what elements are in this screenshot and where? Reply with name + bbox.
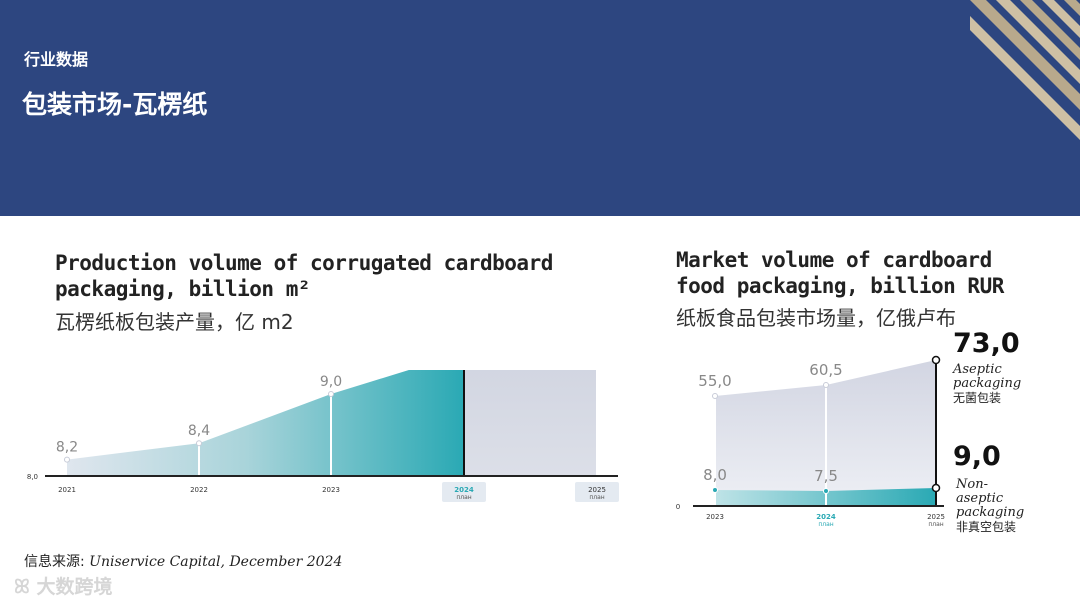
decorative-stripes — [970, 0, 1080, 140]
aseptic-value-label: 60,5 — [809, 361, 842, 379]
x-tick-sublabel: план — [456, 494, 471, 501]
left-chart-title-line1: Production volume of corrugated cardboar… — [55, 251, 553, 275]
non-aseptic-legend-cn: 非真空包装 — [956, 520, 1017, 534]
value-label: 8,4 — [188, 423, 210, 439]
x-tick-sublabel: план — [818, 521, 833, 528]
x-tick-label: 2022 — [190, 486, 208, 494]
right-chart-title-line2: food packaging, billion RUR — [676, 274, 1004, 298]
page-title: 包装市场-瓦楞纸 — [22, 90, 208, 119]
header-banner — [0, 0, 1080, 216]
right-chart-title-line1: Market volume of cardboard — [676, 248, 992, 272]
y-base-label: 8,0 — [27, 473, 38, 481]
non-aseptic-legend: Non- aseptic packaging 非真空包装 — [956, 477, 1025, 535]
aseptic-value-label: 55,0 — [698, 372, 731, 390]
source-note: 信息来源: Uniservice Capital, December 2024 — [24, 551, 342, 571]
aseptic-point — [712, 393, 718, 399]
aseptic-end-point — [931, 355, 941, 365]
y-base-label: 0 — [676, 503, 680, 511]
x-tick-label: 2021 — [58, 486, 76, 494]
non-aseptic-value-label: 7,5 — [814, 467, 838, 485]
left-chart-title-cn: 瓦楞纸板包装产量，亿 m2 — [55, 310, 294, 334]
aseptic-point — [823, 382, 829, 388]
value-label: 8,2 — [56, 440, 78, 456]
non-aseptic-value-label: 8,0 — [703, 466, 727, 484]
aseptic-legend-line1: Aseptic — [953, 362, 1002, 377]
production-volume-chart: 8,08,28,49,09,5млрд м²10,020212022202320… — [27, 370, 619, 502]
watermark-text: 大数跨境 — [36, 576, 113, 598]
watermark: ꕤ 大数跨境 — [14, 572, 112, 599]
non-aseptic-legend-line1: Non- — [956, 477, 988, 492]
source-prefix: 信息来源: — [24, 554, 90, 570]
x-tick-label: 2025 — [588, 486, 606, 494]
x-tick-sublabel: план — [928, 521, 943, 528]
watermark-icon: ꕤ — [14, 576, 37, 598]
data-point — [196, 440, 202, 447]
aseptic-2025-value: 73,0 — [953, 328, 1020, 359]
x-tick-label: 2025 — [927, 513, 945, 521]
right-chart-title-cn: 纸板食品包装市场量，亿俄卢布 — [676, 306, 956, 330]
x-tick-sublabel: план — [589, 494, 604, 501]
x-tick-label: 2023 — [706, 513, 724, 521]
aseptic-legend-cn: 无菌包装 — [953, 391, 1002, 405]
actual-area — [67, 370, 464, 476]
left-chart-title: Production volume of corrugated cardboar… — [55, 250, 553, 302]
non-aseptic-2025-value: 9,0 — [953, 441, 1001, 472]
source-text: Uniservice Capital, December 2024 — [89, 554, 343, 570]
forecast-tick-bg — [442, 482, 486, 502]
non-aseptic-legend-line3: packaging — [956, 505, 1025, 520]
data-point — [328, 391, 334, 397]
non-aseptic-point — [823, 488, 829, 494]
x-tick-label: 2024 — [816, 513, 836, 521]
non-aseptic-end-point — [931, 483, 941, 493]
non-aseptic-point — [712, 487, 718, 493]
x-tick-label: 2024 — [454, 486, 474, 494]
forecast-tick-bg — [575, 482, 619, 502]
x-tick-label: 2023 — [322, 486, 340, 494]
section-subtitle: 行业数据 — [24, 50, 89, 69]
aseptic-legend: Aseptic packaging 无菌包装 — [953, 362, 1022, 406]
right-chart-title: Market volume of cardboard food packagin… — [676, 247, 1004, 299]
left-chart-title-line2: packaging, billion m² — [55, 277, 311, 301]
non-aseptic-legend-line2: aseptic — [956, 491, 1004, 506]
forecast-area — [464, 370, 597, 476]
value-label: 9,0 — [320, 374, 342, 390]
data-point — [64, 456, 70, 463]
aseptic-legend-line2: packaging — [953, 376, 1022, 391]
